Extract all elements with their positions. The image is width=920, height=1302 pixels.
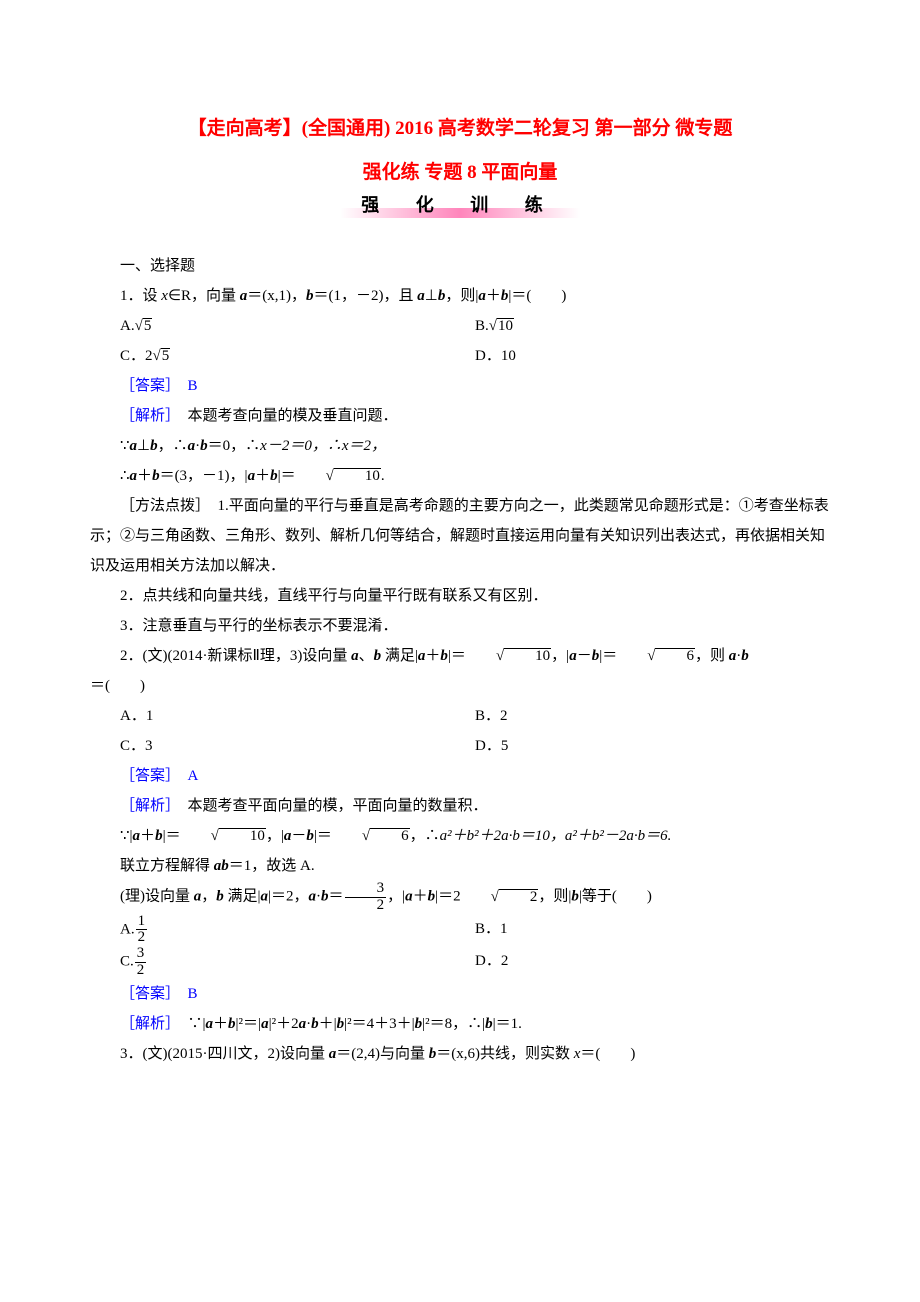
q2b-answer: ［答案］ B [90,979,830,1009]
method-tip-1: ［方法点拨］ 1.平面向量的平行与垂直是高考命题的主要方向之一，此类题常见命题形… [90,491,830,581]
q2-opt-d: D．5 [475,731,830,761]
q2-stem: 2．(文)(2014·新课标Ⅱ理，3)设向量 a、b 满足|a＋b|＝10，|a… [90,641,830,671]
q2-options: A．1 B．2 C．3 D．5 [90,701,830,761]
method-tip-2: 2．点共线和向量共线，直线平行与向量平行既有联系又有区别． [90,581,830,611]
q2-sol-line2: 联立方程解得 ab＝1，故选 A. [90,851,830,881]
q2-opt-b: B．2 [475,701,830,731]
banner-label: 强 化 训 练 [340,187,580,223]
q2-sol-line1: ∵|a＋b|＝10，|a－b|＝6，∴a²＋b²＋2a·b＝10，a²＋b²－2… [90,821,830,851]
q2b-stem: (理)设向量 a，b 满足|a|＝2，a·b＝32，|a＋b|＝22，则|b|等… [90,881,830,914]
q3-stem: 3．(文)(2015·四川文，2)设向量 a＝(2,4)与向量 b＝(x,6)共… [90,1039,830,1069]
q2-stem-tail: ＝( ) [90,671,830,701]
q1-sol-line1: ∵a⊥b，∴a·b＝0，∴x－2＝0，∴x＝2， [90,431,830,461]
q2b-options: A.12 B．1 C.32 D．2 [90,914,830,979]
q2-solution-head: ［解析］ 本题考查平面向量的模，平面向量的数量积． [90,791,830,821]
q1-sol-line2: ∴a＋b＝(3，－1)，|a＋b|＝10. [90,461,830,491]
section-heading: 一、选择题 [90,251,830,281]
banner: 强 化 训 练 [90,200,830,233]
q1-opt-b: B.10 [475,311,830,341]
q2-opt-c: C．3 [120,731,475,761]
q1-opt-d: D．10 [475,341,830,371]
q2b-opt-c: C.32 [120,946,475,979]
q2b-opt-d: D．2 [475,946,830,979]
q2b-solution: ［解析］ ∵|a＋b|²＝|a|²＋2a·b＋|b|²＝4＋3＋|b|²＝8，∴… [90,1009,830,1039]
method-tip-3: 3．注意垂直与平行的坐标表示不要混淆． [90,611,830,641]
q2-answer: ［答案］ A [90,761,830,791]
q2b-opt-a: A.12 [120,914,475,947]
q1-answer: ［答案］ B [90,371,830,401]
q1-opt-c: C．25 [120,341,475,371]
page: 【走向高考】(全国通用) 2016 高考数学二轮复习 第一部分 微专题 强化练 … [0,0,920,1129]
q1-solution-head: ［解析］ 本题考查向量的模及垂直问题． [90,401,830,431]
q1-opt-a: A.5 [120,311,475,341]
title-line-1: 【走向高考】(全国通用) 2016 高考数学二轮复习 第一部分 微专题 [90,110,830,148]
q2-opt-a: A．1 [120,701,475,731]
q1-options: A.5 B.10 C．25 D．10 [90,311,830,371]
q2b-opt-b: B．1 [475,914,830,947]
q1-stem: 1．设 x∈R，向量 a＝(x,1)，b＝(1，－2)，且 a⊥b，则|a＋b|… [90,281,830,311]
